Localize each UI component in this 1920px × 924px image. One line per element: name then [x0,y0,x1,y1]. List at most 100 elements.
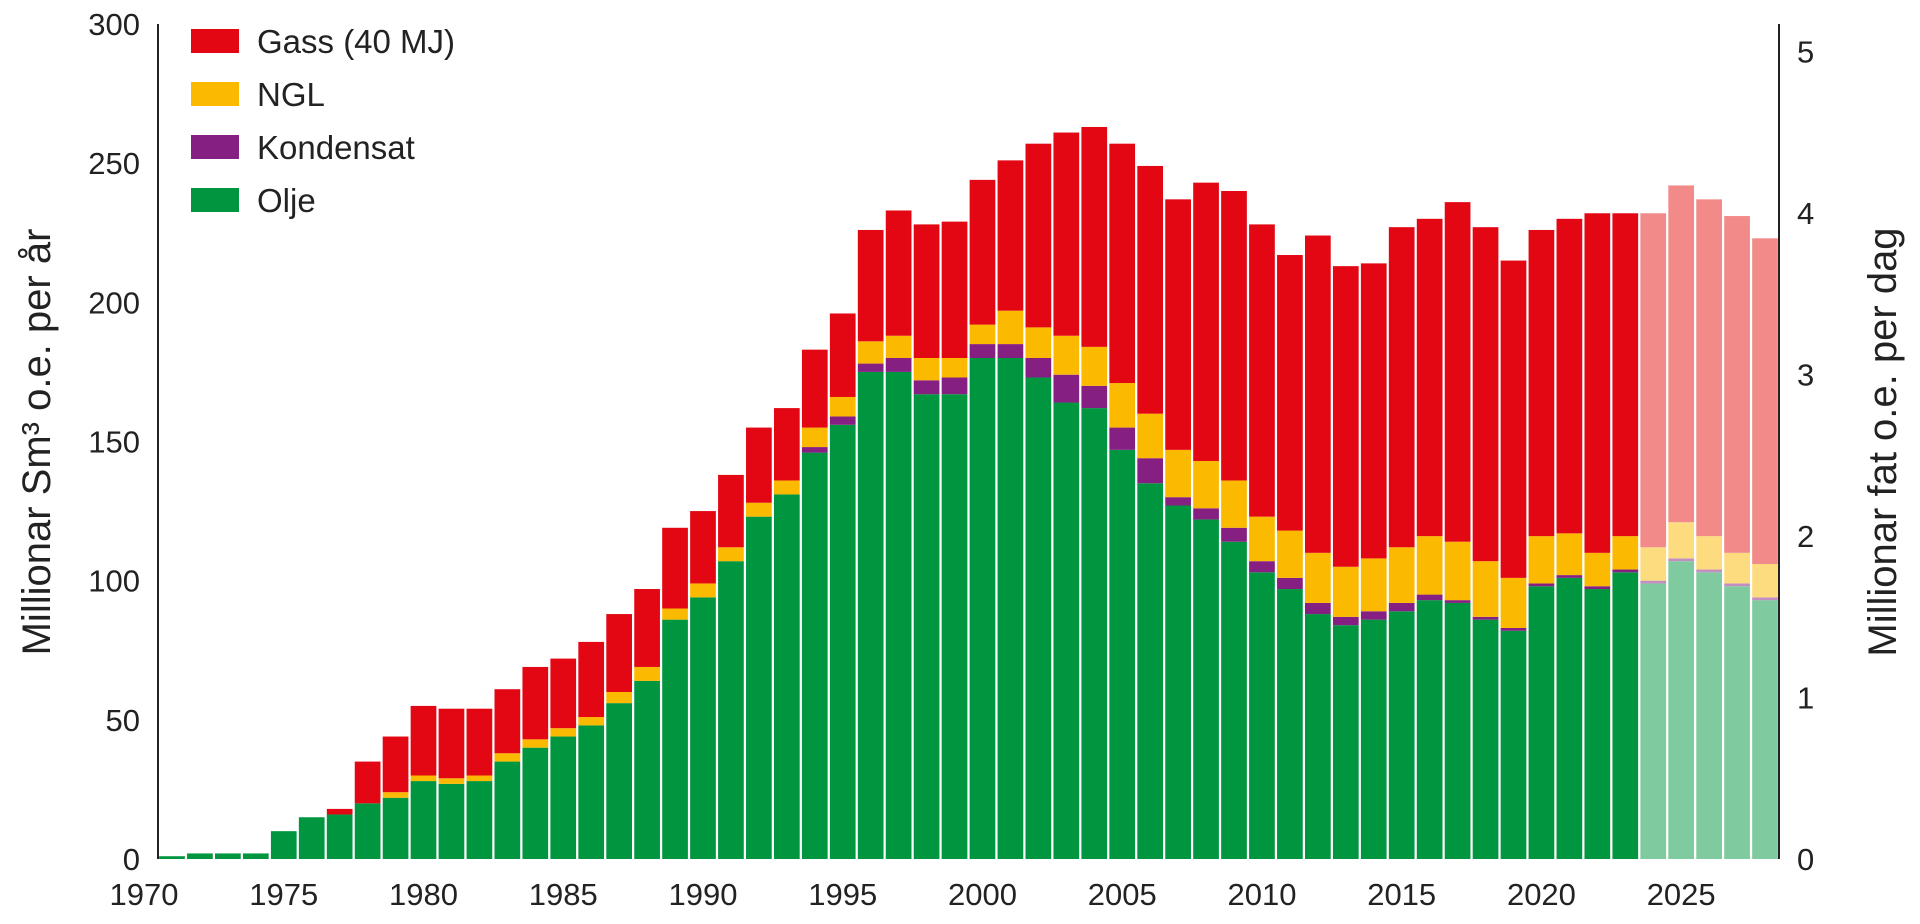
bars-area [159,126,1778,859]
x-tick-label: 2010 [1227,877,1296,912]
y-tick-label: 100 [88,564,140,599]
bar-ngl-1998 [913,358,940,381]
bar-olje-2014 [1360,619,1387,859]
bar-olje-1976 [298,817,325,859]
bar-kondensat-1998 [913,380,940,395]
bar-gass-2022 [1584,213,1611,553]
y-tick-label: 250 [88,146,140,181]
bar-gass-1994 [801,349,828,428]
bar-gass-2009 [1221,191,1247,481]
bar-ngl-2019 [1500,577,1527,628]
bar-kondensat-2021 [1556,575,1583,578]
bar-olje-2004 [1081,408,1108,859]
bar-gass-1980 [410,705,437,776]
x-tick-label: 1995 [808,877,877,912]
bar-kondensat-2005 [1109,427,1136,450]
bar-olje-2025 [1668,561,1695,859]
y-tick-label: 150 [88,425,140,460]
bar-kondensat-2011 [1277,577,1303,590]
bar-gass-2006 [1137,165,1164,414]
bar-ngl-1990 [690,583,716,598]
bar-kondensat-2016 [1416,594,1443,601]
bar-olje-1979 [382,797,409,859]
bar-gass-2007 [1165,199,1191,450]
legend-swatch-gass [191,29,239,53]
bar-olje-2015 [1388,611,1415,859]
bar-olje-1983 [494,761,521,859]
bar-ngl-2021 [1556,533,1583,576]
bar-kondensat-1994 [801,447,828,453]
bar-olje-1985 [550,736,577,859]
bar-gass-2013 [1332,266,1359,567]
y2-axis-ticks: 0 1 2 3 4 5 [1797,34,1814,877]
x-tick-label: 1980 [389,877,458,912]
bar-kondensat-2012 [1305,602,1331,615]
bar-kondensat-2001 [997,344,1024,358]
bar-olje-2010 [1249,572,1275,859]
bar-olje-1971 [159,856,185,859]
bar-olje-2000 [969,358,996,859]
y-tick-label: 300 [88,7,140,42]
bar-olje-1977 [326,814,353,859]
bar-kondensat-2023 [1612,569,1639,573]
bar-kondensat-2018 [1472,616,1499,620]
bar-ngl-1980 [410,775,437,782]
bar-kondensat-2027 [1724,583,1750,587]
bar-ngl-2001 [997,310,1024,345]
bar-kondensat-1997 [885,358,912,372]
bar-gass-2008 [1193,182,1219,461]
bar-gass-2011 [1277,255,1303,531]
bar-gass-1995 [829,313,856,397]
bar-kondensat-2028 [1752,597,1778,601]
bar-ngl-2006 [1137,413,1164,459]
bar-ngl-2008 [1193,460,1219,509]
bar-olje-1975 [270,831,297,859]
bar-olje-2003 [1053,402,1080,859]
bar-ngl-2024 [1640,547,1667,581]
bar-olje-2008 [1193,519,1219,859]
y-axis-title: Millionar Sm³ o.e. per år [15,229,59,656]
bar-ngl-2016 [1416,536,1443,595]
legend-label-olje: Olje [257,182,316,219]
bar-olje-2011 [1277,589,1303,859]
bar-olje-1991 [718,561,744,859]
legend-label-kondensat: Kondensat [257,129,415,166]
bar-ngl-1997 [885,335,912,358]
bar-gass-1982 [466,708,493,776]
bar-olje-1973 [215,853,241,859]
bar-olje-2006 [1137,483,1164,859]
bar-ngl-1979 [382,792,409,798]
bar-gass-1989 [662,527,688,609]
legend: Gass (40 MJ) NGL Kondensat Olje [191,23,455,219]
bar-gass-2020 [1528,229,1555,537]
x-tick-label: 2025 [1647,877,1716,912]
bar-kondensat-2004 [1081,385,1108,409]
bar-olje-1978 [354,803,381,859]
legend-swatch-olje [191,188,239,212]
bar-gass-2001 [997,160,1024,311]
bar-gass-2002 [1025,143,1052,328]
y-axis-ticks: 0 50 100 150 200 250 300 [88,7,140,877]
bar-olje-1984 [522,747,549,859]
bar-gass-2000 [969,179,996,325]
bar-olje-2012 [1305,614,1331,859]
bar-kondensat-2026 [1696,569,1722,573]
bar-gass-2014 [1360,263,1387,559]
legend-swatch-ngl [191,82,239,106]
bar-gass-2010 [1249,224,1275,517]
bar-kondensat-2022 [1584,586,1611,590]
y2-axis-title: Millionar fat o.e. per dag [1861,227,1905,656]
bar-olje-1988 [634,680,660,859]
y2-tick-label: 1 [1797,680,1814,715]
bar-olje-1992 [746,516,772,859]
bar-olje-2018 [1472,619,1499,859]
x-tick-label: 1970 [110,877,179,912]
bar-kondensat-2024 [1640,580,1667,584]
legend-label-ngl: NGL [257,76,325,113]
bar-ngl-2009 [1221,480,1247,528]
bar-ngl-2003 [1053,335,1080,375]
bar-kondensat-2020 [1528,583,1555,587]
bar-ngl-2013 [1332,566,1359,617]
x-tick-label: 1985 [529,877,598,912]
bar-gass-2026 [1696,199,1722,537]
